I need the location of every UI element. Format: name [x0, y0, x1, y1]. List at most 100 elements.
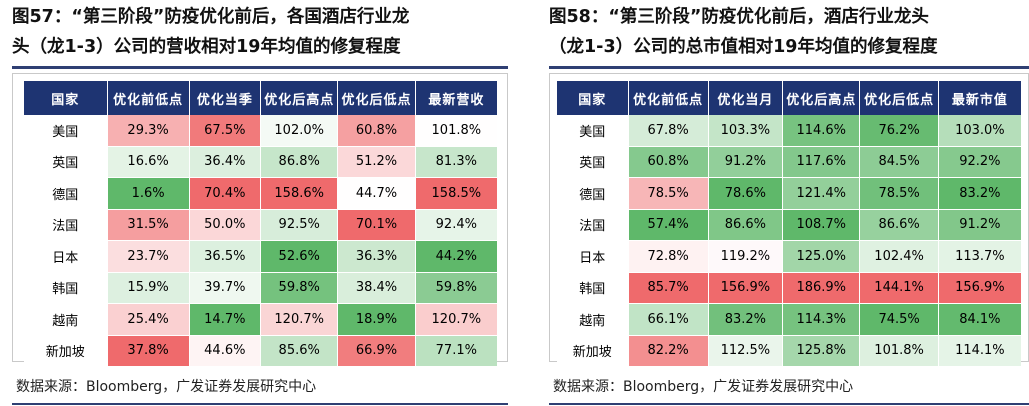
value-cell: 78.5% [860, 178, 939, 210]
value-cell: 38.4% [338, 272, 416, 304]
column-header-0: 国家 [24, 81, 108, 115]
column-header-0: 国家 [557, 81, 629, 115]
value-cell: 156.9% [938, 272, 1021, 304]
figure-57-title: 图57：“第三阶段”防疫优化前后，各国酒店行业龙 头（龙1-3）公司的营收相对1… [12, 2, 504, 62]
country-cell: 英国 [24, 146, 108, 178]
value-cell: 29.3% [107, 115, 190, 147]
column-header-5: 最新营收 [415, 81, 497, 115]
value-cell: 18.9% [338, 304, 416, 336]
figure-58-bottom-rule [549, 403, 1029, 405]
table-row: 美国 29.3% 67.5% 102.0% 60.8% 101.8% [24, 115, 497, 147]
value-cell: 57.4% [628, 209, 709, 241]
figure-58-source: 数据来源：Bloomberg，广发证券发展研究中心 [553, 379, 854, 395]
market-cap-recovery-table: 国家 优化前低点 优化当月 优化后高点 优化后低点 最新市值 美国 67.8% 103.3% 1… [557, 81, 1021, 367]
value-cell: 119.2% [708, 241, 784, 273]
table-row: 越南 66.1% 83.2% 114.3% 74.5% 84.1% [557, 304, 1021, 336]
value-cell: 23.7% [107, 241, 190, 273]
value-cell: 144.1% [860, 272, 939, 304]
value-cell: 120.7% [415, 304, 497, 336]
column-header-5: 最新市值 [938, 81, 1021, 115]
figure-57-title-line1: 图57：“第三阶段”防疫优化前后，各国酒店行业龙 [12, 7, 410, 27]
value-cell: 31.5% [107, 209, 190, 241]
value-cell: 74.5% [860, 304, 939, 336]
value-cell: 85.6% [261, 335, 339, 367]
table-row: 德国 78.5% 78.6% 121.4% 78.5% 83.2% [557, 178, 1021, 210]
column-header-4: 优化后低点 [860, 81, 939, 115]
value-cell: 15.9% [107, 272, 190, 304]
value-cell: 51.2% [338, 146, 416, 178]
figure-57-table-frame: 国家 优化前低点 优化当季 优化后高点 优化后低点 最新营收 美国 29.3% 67.5% 10… [12, 73, 508, 367]
value-cell: 36.5% [189, 241, 261, 273]
value-cell: 83.2% [708, 304, 784, 336]
value-cell: 72.8% [628, 241, 709, 273]
figure-57-top-rule [12, 66, 508, 69]
country-cell: 德国 [24, 178, 108, 210]
table-row: 新加坡 82.2% 112.5% 125.8% 101.8% 114.1% [557, 335, 1021, 367]
value-cell: 14.7% [189, 304, 261, 336]
column-header-3: 优化后高点 [261, 81, 339, 115]
value-cell: 78.5% [628, 178, 709, 210]
value-cell: 92.2% [938, 146, 1021, 178]
value-cell: 125.0% [783, 241, 861, 273]
country-cell: 越南 [557, 304, 629, 336]
figure-58-title: 图58：“第三阶段”防疫优化前后，酒店行业龙头 （龙1-3）公司的总市值相对19… [549, 2, 1025, 62]
value-cell: 91.2% [708, 146, 784, 178]
value-cell: 44.7% [338, 178, 416, 210]
country-cell: 美国 [24, 115, 108, 147]
value-cell: 121.4% [783, 178, 861, 210]
column-header-1: 优化前低点 [628, 81, 709, 115]
value-cell: 103.0% [938, 115, 1021, 147]
value-cell: 114.1% [938, 335, 1021, 367]
value-cell: 16.6% [107, 146, 190, 178]
column-header-1: 优化前低点 [107, 81, 190, 115]
column-header-3: 优化后高点 [783, 81, 861, 115]
value-cell: 50.0% [189, 209, 261, 241]
value-cell: 59.8% [415, 272, 497, 304]
column-header-4: 优化后低点 [338, 81, 416, 115]
figure-58-table-frame: 国家 优化前低点 优化当月 优化后高点 优化后低点 最新市值 美国 67.8% 103.3% 1… [549, 73, 1029, 367]
value-cell: 78.6% [708, 178, 784, 210]
value-cell: 77.1% [415, 335, 497, 367]
value-cell: 112.5% [708, 335, 784, 367]
figure-57-title-line2: 头（龙1-3）公司的营收相对19年均值的修复程度 [12, 37, 401, 57]
column-header-2: 优化当月 [708, 81, 784, 115]
table-row: 韩国 15.9% 39.7% 59.8% 38.4% 59.8% [24, 272, 497, 304]
table-row: 日本 72.8% 119.2% 125.0% 102.4% 113.7% [557, 241, 1021, 273]
value-cell: 92.4% [415, 209, 497, 241]
value-cell: 108.7% [783, 209, 861, 241]
value-cell: 102.4% [860, 241, 939, 273]
value-cell: 81.3% [415, 146, 497, 178]
country-cell: 新加坡 [557, 335, 629, 367]
value-cell: 36.3% [338, 241, 416, 273]
value-cell: 125.8% [783, 335, 861, 367]
value-cell: 66.9% [338, 335, 416, 367]
value-cell: 91.2% [938, 209, 1021, 241]
figure-58-top-rule [549, 66, 1029, 69]
value-cell: 102.0% [261, 115, 339, 147]
figure-58-title-line1: 图58：“第三阶段”防疫优化前后，酒店行业龙头 [549, 7, 929, 27]
revenue-recovery-table: 国家 优化前低点 优化当季 优化后高点 优化后低点 最新营收 美国 29.3% 67.5% 10… [24, 81, 497, 367]
value-cell: 52.6% [261, 241, 339, 273]
value-cell: 86.6% [860, 209, 939, 241]
table-row: 英国 16.6% 36.4% 86.8% 51.2% 81.3% [24, 146, 497, 178]
value-cell: 70.4% [189, 178, 261, 210]
value-cell: 186.9% [783, 272, 861, 304]
figure-58-title-line2: （龙1-3）公司的总市值相对19年均值的修复程度 [549, 37, 938, 57]
table-header-row: 国家 优化前低点 优化当月 优化后高点 优化后低点 最新市值 [557, 81, 1021, 115]
value-cell: 103.3% [708, 115, 784, 147]
country-cell: 美国 [557, 115, 629, 147]
table-row: 韩国 85.7% 156.9% 186.9% 144.1% 156.9% [557, 272, 1021, 304]
value-cell: 25.4% [107, 304, 190, 336]
value-cell: 120.7% [261, 304, 339, 336]
country-cell: 法国 [557, 209, 629, 241]
figure-57-bottom-rule [12, 403, 508, 405]
table-row: 新加坡 37.8% 44.6% 85.6% 66.9% 77.1% [24, 335, 497, 367]
value-cell: 84.1% [938, 304, 1021, 336]
column-header-2: 优化当季 [189, 81, 261, 115]
value-cell: 101.8% [860, 335, 939, 367]
value-cell: 114.6% [783, 115, 861, 147]
value-cell: 117.6% [783, 146, 861, 178]
table-header-row: 国家 优化前低点 优化当季 优化后高点 优化后低点 最新营收 [24, 81, 497, 115]
value-cell: 82.2% [628, 335, 709, 367]
value-cell: 84.5% [860, 146, 939, 178]
